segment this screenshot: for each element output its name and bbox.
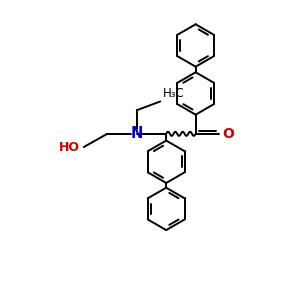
Text: HO: HO	[59, 141, 80, 154]
Text: N: N	[130, 126, 143, 141]
Text: O: O	[223, 127, 235, 141]
Text: H₃C: H₃C	[163, 87, 184, 100]
